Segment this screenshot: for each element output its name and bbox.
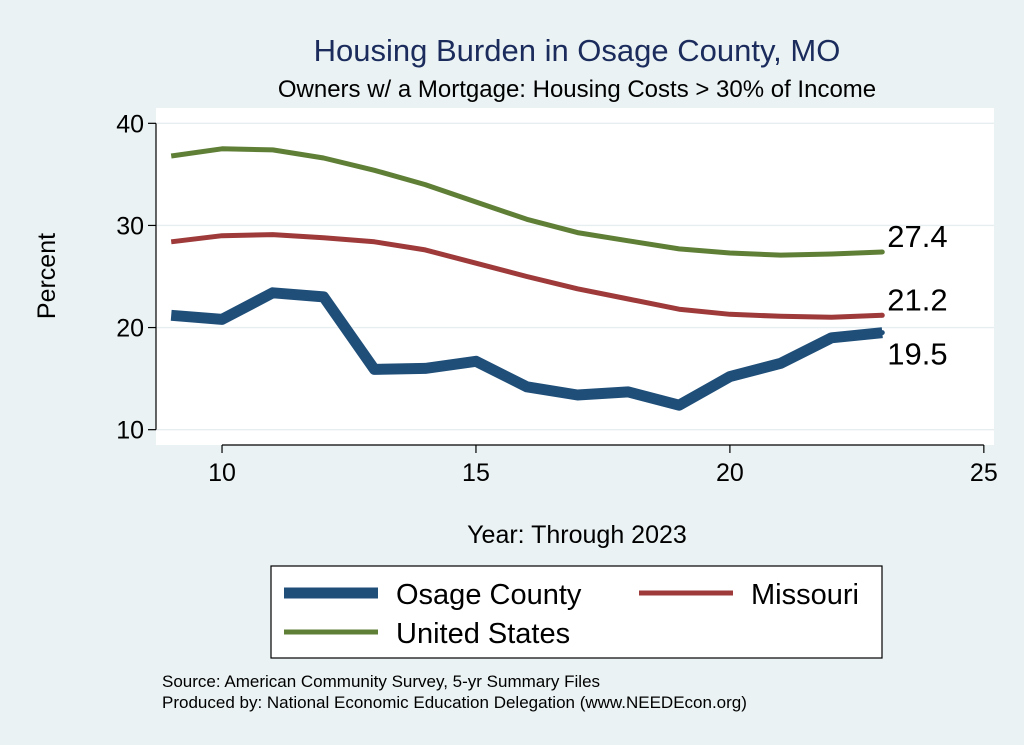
legend-box — [270, 565, 883, 659]
gridlines — [156, 122, 994, 431]
end-point-united-states — [879, 249, 885, 255]
end-label-missouri: 21.2 — [887, 282, 947, 317]
end-point-osage-county — [879, 330, 885, 336]
source-note: Source: American Community Survey, 5-yr … — [162, 672, 600, 691]
producer-note: Produced by: National Economic Education… — [162, 693, 747, 712]
x-ticks: 10 15 20 25 — [208, 445, 998, 487]
y-tick-label-40: 40 — [116, 110, 144, 138]
x-tick-label-25: 25 — [970, 459, 998, 487]
end-label-osage-county: 19.5 — [887, 337, 947, 372]
y-ticks: 10 20 30 40 — [116, 110, 156, 445]
end-label-united-states: 27.4 — [887, 219, 947, 254]
chart-title: Housing Burden in Osage County, MO — [314, 33, 841, 68]
y-axis-label: Percent — [33, 233, 61, 319]
legend-label-missouri: Missouri — [751, 579, 859, 611]
x-tick-label-15: 15 — [462, 459, 490, 487]
series-line-osage-county — [170, 287, 883, 411]
plot-area — [156, 108, 994, 445]
legend: Osage County Missouri United States — [270, 565, 883, 659]
legend-label-united-states: United States — [396, 618, 570, 650]
axes — [155, 123, 984, 446]
x-tick-label-20: 20 — [716, 459, 744, 487]
end-point-missouri — [879, 312, 885, 318]
end-labels: 19.5 21.2 27.4 — [887, 219, 947, 372]
y-tick-label-20: 20 — [116, 315, 144, 343]
chart-subtitle: Owners w/ a Mortgage: Housing Costs > 30… — [278, 76, 876, 103]
x-tick-label-10: 10 — [208, 459, 236, 487]
y-tick-label-10: 10 — [116, 417, 144, 445]
y-tick-label-30: 30 — [116, 212, 144, 240]
series-line-united-states — [170, 146, 883, 258]
legend-label-osage-county: Osage County — [396, 579, 582, 611]
series-lines — [170, 146, 885, 411]
x-axis-label: Year: Through 2023 — [467, 521, 687, 549]
series-line-missouri — [170, 232, 883, 320]
